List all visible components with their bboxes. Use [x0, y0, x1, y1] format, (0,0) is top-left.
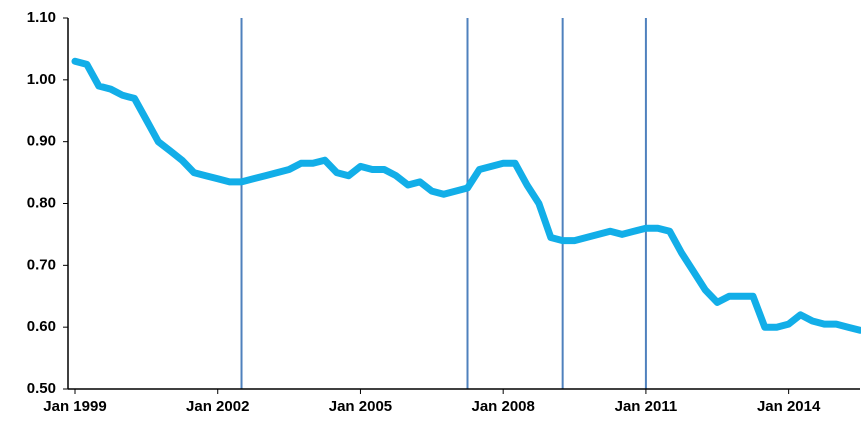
y-tick-label: 0.70: [27, 256, 56, 273]
x-tick-label: Jan 2005: [329, 398, 392, 415]
y-tick-label: 1.10: [27, 9, 56, 26]
y-tick-label: 0.60: [27, 318, 56, 335]
x-tick-label: Jan 2011: [615, 398, 678, 415]
x-tick-label: Jan 2014: [757, 398, 821, 415]
y-tick-label: 0.50: [27, 380, 56, 397]
y-tick-label: 0.80: [27, 194, 56, 211]
x-tick-label: Jan 1999: [43, 398, 106, 415]
y-tick-label: 1.00: [27, 71, 56, 88]
line-series: [71, 57, 861, 334]
x-tick-label: Jan 2008: [471, 398, 534, 415]
x-tick-label: Jan 2002: [186, 398, 249, 415]
y-tick-label: 0.90: [27, 133, 56, 150]
